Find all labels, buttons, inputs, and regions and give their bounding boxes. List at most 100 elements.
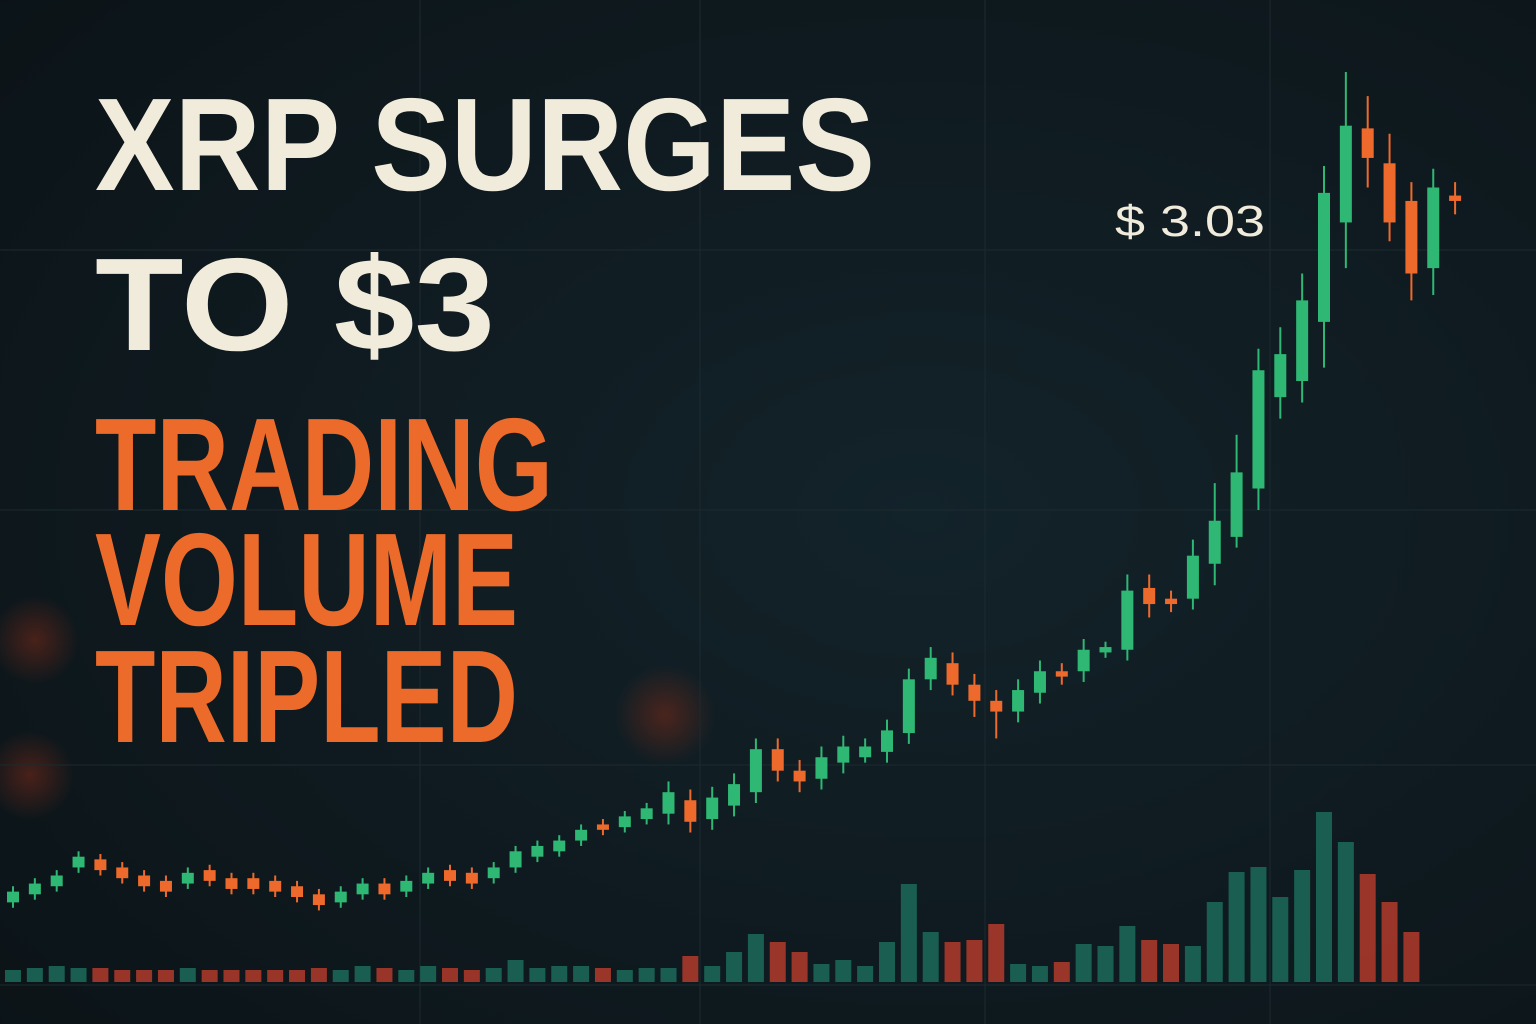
candle-body xyxy=(7,891,19,903)
volume-bar xyxy=(1097,946,1114,982)
candle-body xyxy=(400,880,413,892)
volume-bar xyxy=(157,970,174,982)
volume-bar xyxy=(704,966,721,982)
volume-bar xyxy=(48,966,65,982)
candle-body xyxy=(749,749,762,793)
volume-bar xyxy=(463,970,480,982)
volume-bar xyxy=(136,970,153,982)
candle-body xyxy=(1339,125,1352,223)
subtitle-line: TRIPLED xyxy=(95,623,518,770)
candle-body xyxy=(728,784,741,806)
volume-bar xyxy=(5,970,21,982)
candle-body xyxy=(640,808,653,820)
title-line: XRP SURGES xyxy=(95,71,875,218)
volume-bar xyxy=(660,968,677,982)
candle-body xyxy=(312,894,325,906)
volume-bar xyxy=(1381,902,1398,982)
candle-body xyxy=(1230,472,1243,537)
candle-body xyxy=(881,730,893,752)
volume-bar xyxy=(573,966,590,982)
volume-bar xyxy=(1250,867,1267,982)
volume-bar xyxy=(310,968,327,982)
volume-bar xyxy=(1119,926,1136,982)
volume-bar xyxy=(223,970,240,982)
candle-body xyxy=(1033,671,1046,693)
candle-body xyxy=(1427,187,1440,269)
volume-bar xyxy=(1075,944,1092,982)
volume-bar xyxy=(1228,872,1245,982)
candle-body xyxy=(72,856,85,868)
volume-bar xyxy=(529,968,546,982)
volume-bar xyxy=(551,966,568,982)
candle-body xyxy=(968,684,981,701)
candle-body xyxy=(1274,354,1287,398)
volume-bar xyxy=(179,968,196,982)
candle-body xyxy=(50,875,63,887)
volume-bar xyxy=(922,932,939,982)
candle-body xyxy=(815,757,828,779)
candle-body xyxy=(1143,587,1156,605)
volume-bar xyxy=(594,968,611,982)
candle-body xyxy=(116,867,129,879)
volume-bar xyxy=(682,956,699,982)
volume-bar xyxy=(879,942,895,982)
candle-body xyxy=(1186,555,1199,599)
candle-body xyxy=(28,883,41,895)
volume-bar xyxy=(1163,944,1180,982)
candle-body xyxy=(1405,200,1418,274)
candle-body xyxy=(1361,128,1374,158)
volume-bar xyxy=(1141,940,1158,982)
volume-bar xyxy=(1337,842,1354,982)
volume-bar xyxy=(616,970,633,982)
volume-bar xyxy=(747,934,764,982)
volume-bar xyxy=(988,924,1005,982)
candle-body xyxy=(575,829,588,841)
candle-body xyxy=(596,824,609,830)
candle-body xyxy=(509,851,522,868)
volume-bar xyxy=(201,970,218,982)
bokeh xyxy=(615,665,715,765)
candle-body xyxy=(247,878,260,889)
candle-body xyxy=(159,880,172,892)
volume-bar xyxy=(485,968,502,982)
volume-bar xyxy=(944,942,961,982)
volume-bar xyxy=(1206,902,1223,982)
subtitle-line: TRADING xyxy=(95,391,553,538)
volume-bar xyxy=(966,940,983,982)
candle-body xyxy=(1296,300,1309,381)
volume-bar xyxy=(92,968,109,982)
volume-bar xyxy=(420,966,437,982)
subtitle-line: VOLUME xyxy=(95,506,518,653)
candle-body xyxy=(181,872,194,884)
candle-body xyxy=(138,875,151,887)
candle-body xyxy=(356,883,369,895)
bokeh xyxy=(0,730,75,820)
candle-body xyxy=(837,746,850,763)
volume-bar xyxy=(114,970,131,982)
volume-bar xyxy=(245,970,262,982)
volume-bar xyxy=(289,970,306,982)
candle-body xyxy=(1055,671,1068,677)
volume-bar xyxy=(354,966,371,982)
candle-body xyxy=(859,746,872,758)
volume-bar xyxy=(813,964,830,982)
candle-body xyxy=(1099,647,1112,653)
candle-body xyxy=(334,891,347,903)
candle-body xyxy=(291,886,304,897)
volume-bar xyxy=(835,960,852,982)
volume-bar xyxy=(507,960,524,982)
candle-body xyxy=(422,872,435,884)
volume-bar xyxy=(267,970,284,982)
volume-bar xyxy=(1010,964,1027,982)
volume-bar xyxy=(900,884,917,982)
candle-body xyxy=(1012,690,1025,712)
volume-bar xyxy=(769,942,786,982)
volume-bar xyxy=(1359,874,1376,982)
volume-bar xyxy=(857,966,874,982)
candle-body xyxy=(378,883,391,895)
volume-bar xyxy=(332,970,349,982)
candle-body xyxy=(793,770,806,782)
candle-body xyxy=(487,867,500,879)
